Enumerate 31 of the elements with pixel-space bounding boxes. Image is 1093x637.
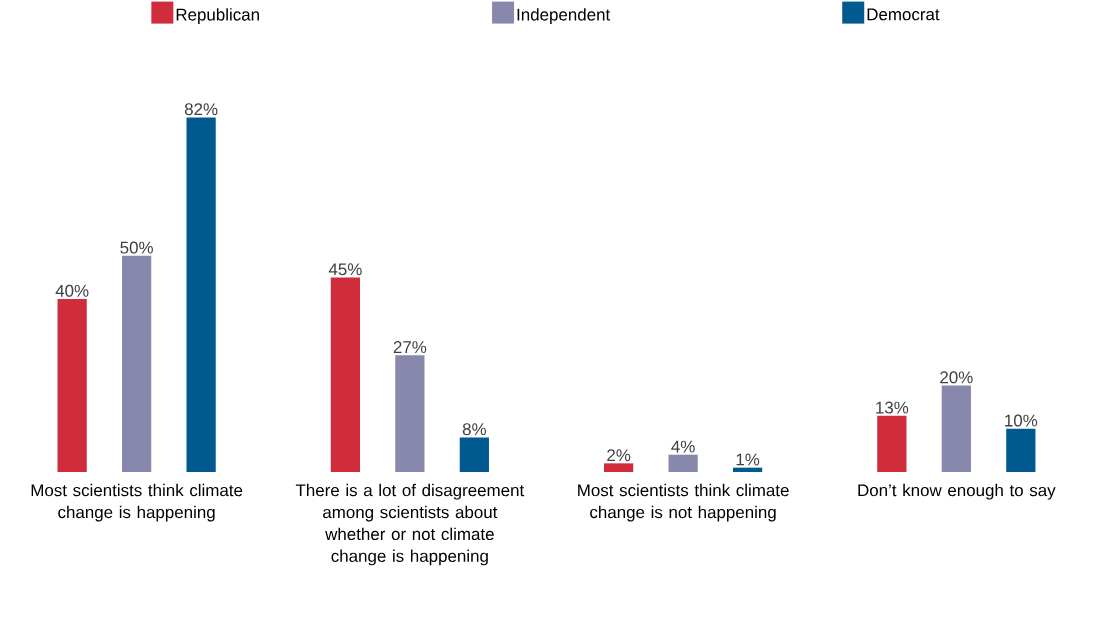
bar <box>1006 428 1036 472</box>
bar <box>459 437 489 472</box>
bar <box>57 299 87 472</box>
data-label: 13% <box>876 401 909 414</box>
legend-label: Independent <box>517 8 611 24</box>
bar <box>122 255 152 472</box>
data-label: 45% <box>328 263 362 276</box>
x-tick-label: There is a lot of disagreement among scientists about whether or not climate change is happening <box>295 483 525 566</box>
legend-label: Democrat <box>867 8 940 21</box>
x-tick-label: Most scientists think climate change is happening <box>31 483 243 522</box>
bar <box>330 277 360 472</box>
data-label: 4% <box>671 440 695 453</box>
x-tick-label: Don’t know enough to say <box>858 483 1056 500</box>
x-tick-label: Most scientists think climate change is not happening <box>578 483 789 522</box>
bar <box>395 355 425 472</box>
bar <box>668 454 698 472</box>
data-label: 1% <box>736 453 760 466</box>
bar <box>732 467 763 472</box>
data-label: 40% <box>55 284 89 297</box>
data-label: 50% <box>120 241 153 254</box>
data-label: 27% <box>393 341 427 354</box>
data-label: 10% <box>1005 414 1038 427</box>
data-label: 2% <box>607 449 631 462</box>
bar <box>941 385 971 472</box>
data-label: 20% <box>940 371 973 384</box>
legend-label: Republican <box>176 8 259 24</box>
data-label: 8% <box>462 423 486 436</box>
bar <box>877 415 907 472</box>
bar <box>186 117 216 472</box>
bar <box>604 463 634 472</box>
data-label: 82% <box>184 103 218 116</box>
